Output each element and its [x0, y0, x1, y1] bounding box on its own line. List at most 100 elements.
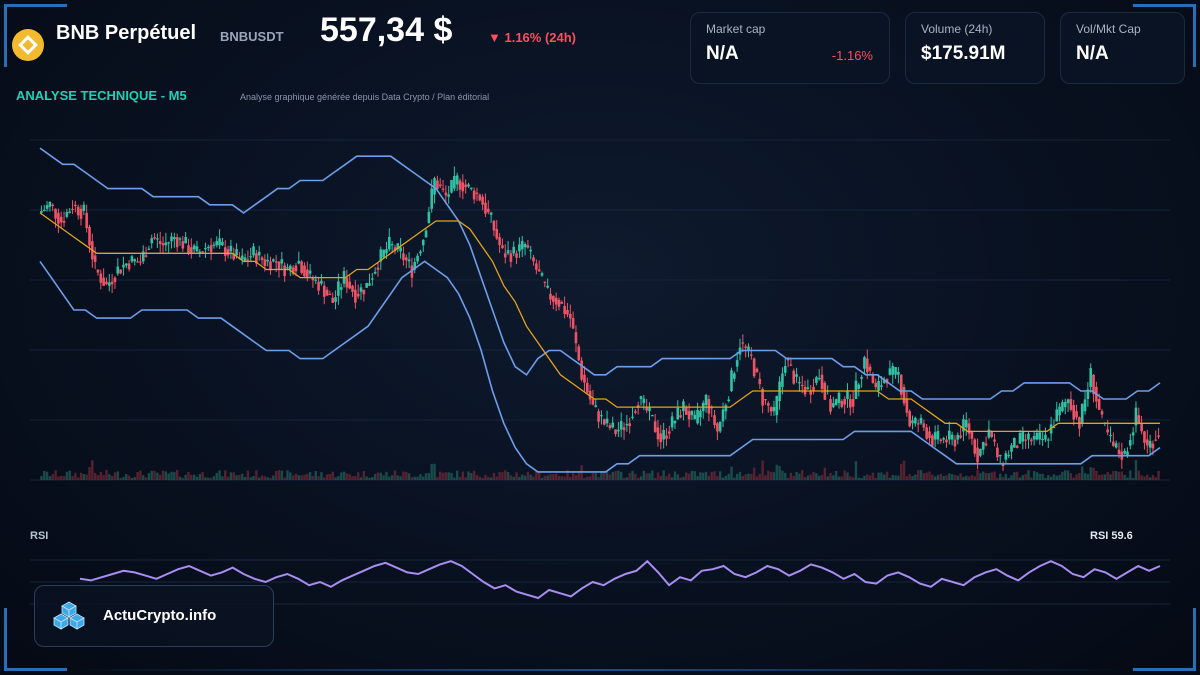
- candle-body: [713, 415, 716, 426]
- candle-body: [470, 187, 473, 189]
- volume-bar: [342, 471, 346, 480]
- candle-body: [699, 410, 702, 418]
- volume-bar: [317, 476, 320, 480]
- volume-bar: [566, 470, 569, 480]
- candle-body: [976, 447, 979, 463]
- candle-body: [303, 265, 306, 277]
- moving-average-line: [39, 212, 1160, 433]
- volume-bar: [489, 477, 493, 480]
- volume-bar: [453, 477, 456, 480]
- volume-bar: [359, 477, 363, 480]
- candle-body: [996, 447, 999, 458]
- volume-bar: [693, 471, 696, 480]
- volume-bar: [470, 473, 473, 480]
- volume-bar: [1015, 471, 1019, 480]
- candle-body: [1027, 433, 1030, 440]
- candle-body: [173, 237, 176, 240]
- candle-body: [682, 401, 685, 412]
- candle-body: [133, 259, 137, 262]
- volume-bar: [653, 477, 657, 480]
- candle-body: [147, 248, 151, 251]
- candle-body: [156, 238, 159, 240]
- candle-body: [345, 277, 349, 288]
- candle-body: [1157, 435, 1160, 437]
- candle-body: [1032, 435, 1036, 440]
- candle-body: [642, 398, 646, 404]
- candle-body: [294, 265, 298, 272]
- lower-bollinger-band: [39, 260, 1161, 473]
- volume-bar: [685, 472, 688, 480]
- volume-bar: [634, 473, 637, 480]
- candle-body: [857, 384, 861, 389]
- volume-bar: [574, 475, 578, 480]
- candle-body: [532, 257, 535, 262]
- candle-body: [467, 184, 470, 187]
- candle-body: [540, 273, 544, 276]
- volume-bar: [1097, 474, 1101, 480]
- volume-bar: [803, 477, 807, 480]
- volume-bar: [880, 472, 883, 480]
- volume-bar: [99, 472, 103, 480]
- volume-bar: [150, 470, 153, 480]
- candle-body: [65, 212, 69, 217]
- volume-bar: [583, 477, 586, 480]
- candle-body: [455, 175, 459, 185]
- candle-body: [899, 374, 903, 395]
- volume-bar: [159, 474, 162, 480]
- candle-body: [622, 427, 626, 431]
- candle-body: [1007, 455, 1010, 457]
- brand-badge[interactable]: ActuCrypto.info: [34, 585, 274, 647]
- candle-body: [99, 273, 103, 283]
- volume-bar: [444, 472, 448, 480]
- candle-body: [88, 227, 91, 246]
- candle-body: [368, 283, 371, 286]
- candle-body: [730, 370, 733, 391]
- volume-bar: [190, 474, 193, 480]
- volume-bar: [809, 474, 812, 480]
- volume-bar: [622, 477, 626, 480]
- candle-body: [942, 438, 945, 440]
- volume-bar: [212, 476, 216, 480]
- candle-body: [693, 414, 697, 420]
- volume-bar: [925, 472, 928, 480]
- candle-body: [766, 403, 770, 406]
- candle-body: [781, 373, 784, 387]
- volume-bar: [543, 475, 547, 480]
- candle-body: [959, 435, 962, 438]
- candle-body: [529, 249, 533, 252]
- volume-bar: [1095, 471, 1098, 480]
- candle-body: [659, 433, 663, 443]
- volume-bar: [1117, 471, 1121, 480]
- candle-body: [289, 265, 292, 270]
- volume-bar: [529, 474, 532, 480]
- volume-bar: [823, 467, 827, 480]
- volume-bar: [365, 476, 368, 480]
- candle-body: [1089, 368, 1093, 387]
- candle-body: [308, 270, 312, 274]
- volume-bar: [300, 475, 303, 480]
- volume-bar: [209, 477, 213, 480]
- volume-bar: [60, 475, 63, 480]
- volume-card: Volume (24h) $175.91M: [905, 12, 1045, 84]
- volume-bar: [371, 477, 374, 480]
- candle-body: [619, 421, 623, 430]
- volume-bar: [888, 477, 892, 480]
- candle-body: [144, 255, 148, 257]
- volume-bar: [987, 473, 991, 480]
- volume-bar: [481, 477, 484, 480]
- candle-body: [1100, 411, 1104, 415]
- volume-bar: [611, 471, 614, 480]
- candle-body: [611, 422, 615, 428]
- candle-body: [195, 246, 199, 252]
- candle-body: [1145, 439, 1149, 446]
- candle-body: [628, 423, 631, 427]
- candle-body: [552, 295, 555, 302]
- candle-body: [503, 253, 507, 258]
- candle-body: [1044, 434, 1047, 440]
- volume-bar: [699, 472, 702, 480]
- volume-bar: [105, 470, 108, 480]
- candle-body: [662, 429, 665, 440]
- page-title: BNB Perpétuel: [56, 22, 197, 44]
- volume-bar: [232, 472, 235, 480]
- volume-bar: [996, 477, 999, 480]
